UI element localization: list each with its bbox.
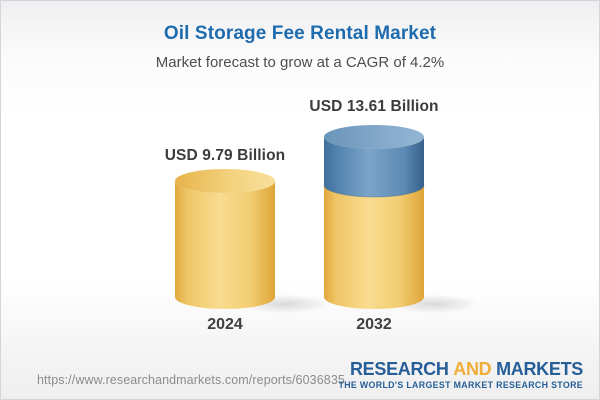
value-label-2032: USD 13.61 Billion [309,98,439,115]
bar-2032-top [324,125,424,149]
chart-header: Oil Storage Fee Rental Market Market for… [1,1,599,71]
logo-word-markets: MARKETS [496,359,583,379]
bar-2032-cylinder [323,125,478,313]
research-and-markets-logo: RESEARCH AND MARKETS THE WORLD'S LARGEST… [338,360,583,390]
value-label-2024: USD 9.79 Billion [164,147,286,164]
page-subtitle: Market forecast to grow at a CAGR of 4.2… [155,54,445,71]
logo-tagline: THE WORLD'S LARGEST MARKET RESEARCH STOR… [338,380,583,390]
logo-word-research: RESEARCH [349,359,449,379]
logo-word-and: AND [453,359,492,379]
bar-2024-top [175,169,275,193]
bar-2032-segment-junction [323,184,425,198]
bar-2024-cylinder [175,169,329,313]
bar-2024-body [175,181,275,309]
logo-wordmark: RESEARCH AND MARKETS [338,360,583,378]
bar-2032-growth-segment [324,137,424,197]
page-title: Oil Storage Fee Rental Market [163,23,437,44]
category-label-2024: 2024 [207,316,243,333]
report-url: https://www.researchandmarkets.com/repor… [37,373,345,387]
category-label-2032: 2032 [356,316,392,333]
